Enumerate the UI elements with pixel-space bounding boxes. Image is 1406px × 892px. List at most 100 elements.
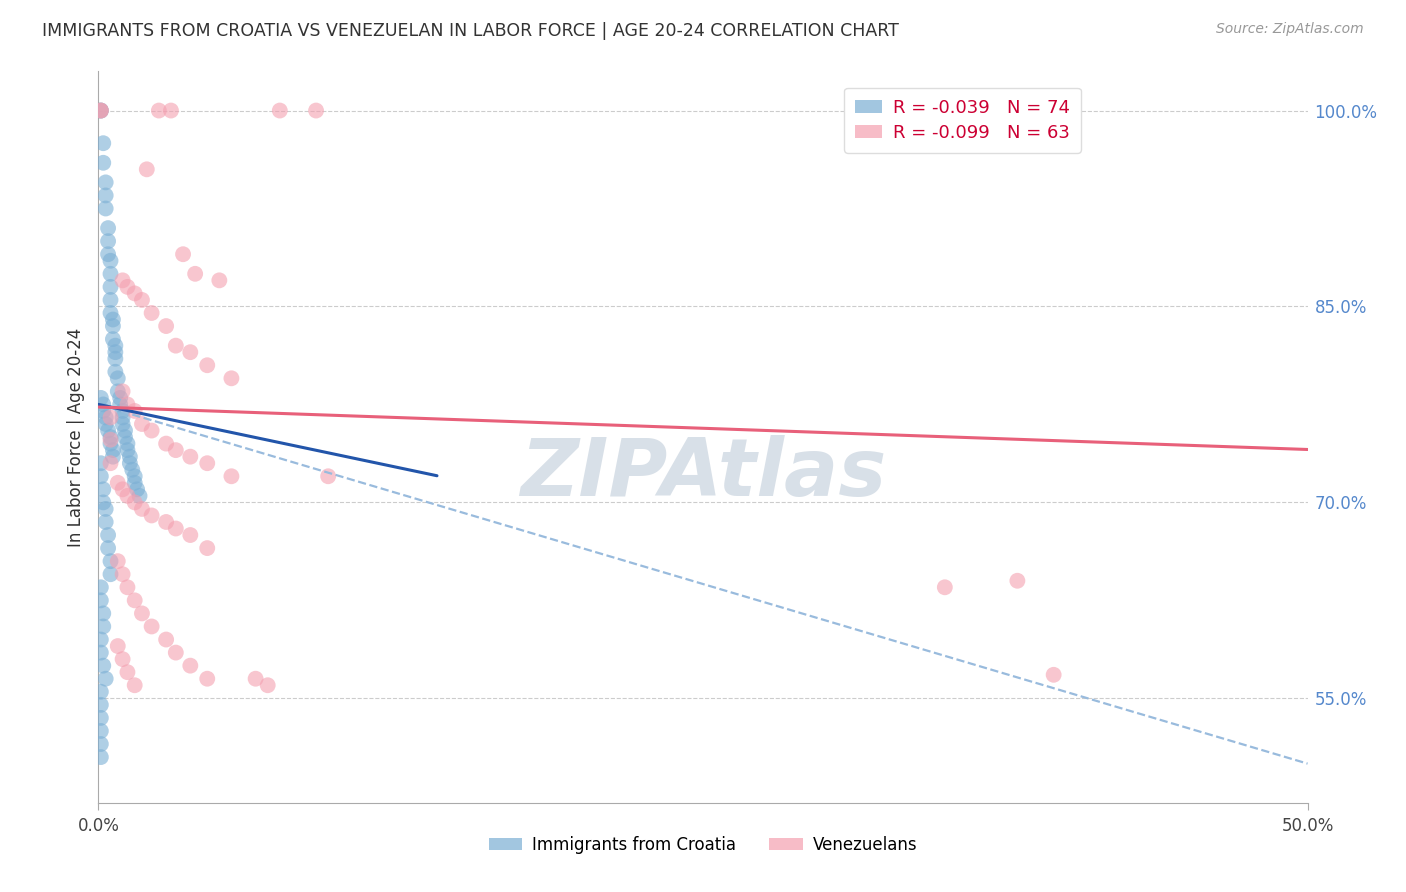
Point xyxy=(108,391,131,405)
Point xyxy=(90,456,112,470)
Point xyxy=(90,469,112,483)
Point xyxy=(101,450,124,464)
Point xyxy=(94,175,117,189)
Point xyxy=(155,632,177,647)
Point xyxy=(221,371,243,385)
Point xyxy=(118,456,141,470)
Point xyxy=(172,247,194,261)
Point xyxy=(114,430,136,444)
Point xyxy=(101,312,124,326)
Point xyxy=(94,515,117,529)
Point xyxy=(111,410,134,425)
Point xyxy=(155,515,177,529)
Point xyxy=(101,319,124,334)
Point xyxy=(141,424,163,438)
Point xyxy=(195,672,218,686)
Point xyxy=(195,358,218,372)
Point xyxy=(1007,574,1029,588)
Point xyxy=(101,332,124,346)
Point xyxy=(90,103,112,118)
Point xyxy=(179,528,201,542)
Point xyxy=(100,436,122,450)
Point xyxy=(165,521,187,535)
Point xyxy=(184,267,207,281)
Point xyxy=(94,410,117,425)
Point xyxy=(111,404,134,418)
Point xyxy=(90,593,112,607)
Point xyxy=(148,103,170,118)
Point xyxy=(97,234,120,248)
Point xyxy=(111,384,134,399)
Point xyxy=(111,652,134,666)
Point xyxy=(124,475,146,490)
Point xyxy=(221,469,243,483)
Point xyxy=(90,391,112,405)
Point xyxy=(121,463,143,477)
Point xyxy=(90,685,112,699)
Point xyxy=(107,384,129,399)
Point xyxy=(90,632,112,647)
Point xyxy=(118,450,141,464)
Point xyxy=(131,293,153,307)
Point xyxy=(90,646,112,660)
Point xyxy=(179,450,201,464)
Point xyxy=(101,443,124,458)
Point xyxy=(124,286,146,301)
Point xyxy=(100,306,122,320)
Point xyxy=(179,345,201,359)
Point xyxy=(100,430,122,444)
Point xyxy=(100,280,122,294)
Point xyxy=(179,658,201,673)
Point xyxy=(127,483,149,497)
Point xyxy=(111,483,134,497)
Point xyxy=(100,433,122,447)
Point xyxy=(94,417,117,431)
Point xyxy=(91,156,114,170)
Point xyxy=(100,293,122,307)
Point xyxy=(128,489,150,503)
Point xyxy=(90,737,112,751)
Point xyxy=(91,397,114,411)
Point xyxy=(94,502,117,516)
Point xyxy=(100,567,122,582)
Point xyxy=(100,456,122,470)
Point xyxy=(124,469,146,483)
Point xyxy=(107,554,129,568)
Point xyxy=(90,750,112,764)
Point xyxy=(131,502,153,516)
Point xyxy=(305,103,328,118)
Point xyxy=(111,417,134,431)
Point xyxy=(100,410,122,425)
Point xyxy=(269,103,291,118)
Point xyxy=(165,443,187,458)
Point xyxy=(90,103,112,118)
Point xyxy=(131,417,153,431)
Point xyxy=(141,508,163,523)
Point xyxy=(208,273,231,287)
Point xyxy=(91,483,114,497)
Point xyxy=(111,567,134,582)
Point xyxy=(90,103,112,118)
Point xyxy=(316,469,339,483)
Point xyxy=(165,646,187,660)
Point xyxy=(94,672,117,686)
Point xyxy=(90,711,112,725)
Point xyxy=(141,306,163,320)
Point xyxy=(107,639,129,653)
Point xyxy=(124,404,146,418)
Point xyxy=(131,607,153,621)
Text: IMMIGRANTS FROM CROATIA VS VENEZUELAN IN LABOR FORCE | AGE 20-24 CORRELATION CHA: IMMIGRANTS FROM CROATIA VS VENEZUELAN IN… xyxy=(42,22,898,40)
Point xyxy=(94,188,117,202)
Point xyxy=(97,221,120,235)
Point xyxy=(97,424,120,438)
Point xyxy=(91,619,114,633)
Point xyxy=(94,202,117,216)
Point xyxy=(104,365,127,379)
Point xyxy=(160,103,183,118)
Text: Source: ZipAtlas.com: Source: ZipAtlas.com xyxy=(1216,22,1364,37)
Point xyxy=(90,103,112,118)
Point xyxy=(114,424,136,438)
Point xyxy=(117,280,139,294)
Point xyxy=(90,698,112,712)
Point xyxy=(108,397,131,411)
